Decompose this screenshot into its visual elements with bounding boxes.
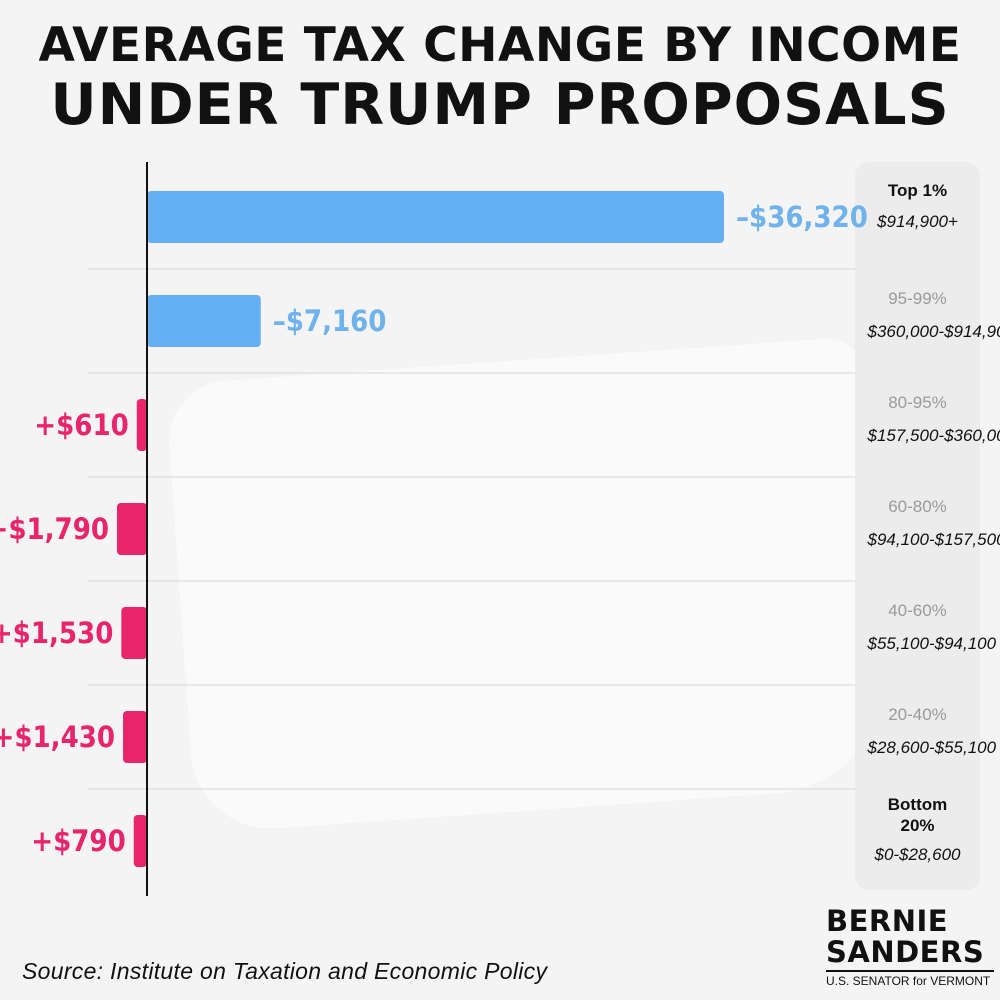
bracket-range: $0-$28,600 [874,845,961,864]
data-label: +$790 [31,824,125,858]
bar [147,295,261,347]
bracket-range: $28,600-$55,100 [867,738,997,757]
bar [133,815,147,867]
bracket-pct: 80-95% [888,393,947,412]
bracket-range: $914,900+ [877,212,958,231]
bracket-panel [855,162,980,890]
bracket-pct: Bottom 20% [887,795,948,835]
bracket-pct: 20-40% [888,705,947,724]
bracket-40-60: 40-60% $55,100-$94,100 [855,600,997,655]
bar [123,711,147,763]
bernie-sanders-logo: BERNIE SANDERS U.S. SENATOR for VERMONT [826,906,996,988]
bracket-pct: 40-60% [888,601,947,620]
title-line-2: UNDER TRUMP PROPOSALS [50,72,950,138]
bracket-60-80: 60-80% $94,100-$157,500 [855,496,1000,551]
data-label: +$1,530 [0,616,113,650]
bracket-range: $94,100-$157,500 [867,530,1000,549]
bar [136,399,147,451]
data-label: +$1,430 [0,720,115,754]
logo-line-2: SANDERS [826,935,985,969]
bracket-top-1: Top 1% $914,900+ [855,180,980,233]
data-label: +$610 [34,408,128,442]
bracket-bottom-20: Bottom 20% $0-$28,600 [855,794,980,866]
logo-subtitle: U.S. SENATOR for VERMONT [826,970,994,988]
bracket-80-95: 80-95% $157,500-$360,000 [855,392,1000,447]
bracket-pct: 60-80% [888,497,947,516]
bracket-range: $157,500-$360,000 [867,426,1000,445]
bracket-range: $55,100-$94,100 [867,634,997,653]
title-line-1: AVERAGE TAX CHANGE BY INCOME [38,18,962,73]
bracket-pct: 95-99% [888,289,947,308]
source-note: Source: Institute on Taxation and Econom… [22,958,548,984]
data-label: –$36,320 [736,200,868,234]
bracket-20-40: 20-40% $28,600-$55,100 [855,704,997,759]
bracket-pct: Top 1% [887,181,948,200]
bracket-range: $360,000-$914,900 [867,322,1000,341]
bar [147,191,724,243]
bar [121,607,147,659]
bar [117,503,147,555]
bracket-95-99: 95-99% $360,000-$914,900 [855,288,1000,343]
data-label: +$1,790 [0,512,109,546]
data-label: –$7,160 [273,304,387,338]
logo-line-1: BERNIE [826,904,949,938]
